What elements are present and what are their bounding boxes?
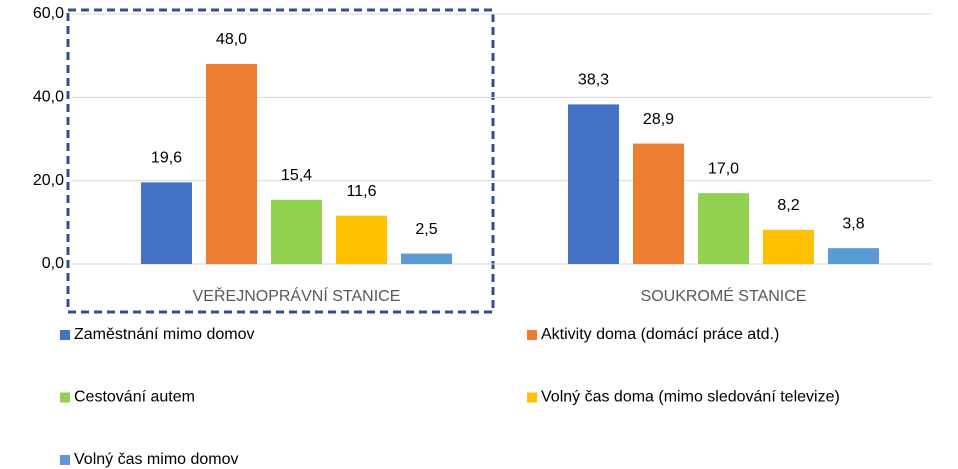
bar — [271, 199, 322, 264]
y-tick-label: 40,0 — [33, 89, 64, 106]
value-label: 38,3 — [578, 72, 609, 89]
bar — [698, 193, 749, 264]
bar — [206, 64, 257, 264]
y-tick-label: 0,0 — [42, 255, 64, 272]
bar — [828, 248, 879, 264]
value-label: 17,0 — [708, 160, 739, 177]
value-label: 15,4 — [281, 167, 312, 184]
value-label: 3,8 — [842, 215, 864, 232]
legend-label: Aktivity doma (domácí práce atd.) — [541, 326, 779, 343]
legend-label: Cestování autem — [74, 389, 195, 406]
value-label: 28,9 — [643, 111, 674, 128]
bar — [633, 143, 684, 264]
legend-swatch — [527, 330, 537, 340]
value-label: 11,6 — [347, 183, 377, 200]
bar — [763, 229, 814, 264]
legend-label: Zaměstnání mimo domov — [74, 326, 255, 343]
x-tick-label: SOUKROMÉ STANICE — [641, 286, 807, 305]
value-label: 48,0 — [216, 31, 247, 48]
value-label: 8,2 — [777, 197, 799, 214]
bar — [141, 182, 192, 264]
legend-label: Volný čas doma (mimo sledování televize) — [541, 389, 840, 406]
legend-label: Volný čas mimo domov — [74, 451, 239, 468]
y-tick-label: 20,0 — [33, 172, 64, 189]
y-tick-label: 60,0 — [33, 5, 64, 22]
value-label: 2,5 — [415, 221, 437, 238]
legend-swatch — [60, 392, 70, 403]
legend-swatch — [60, 330, 70, 340]
highlight-box — [66, 8, 495, 314]
bar — [336, 215, 387, 264]
bar — [401, 253, 452, 264]
x-tick-label: VEŘEJNOPRÁVNÍ STANICE — [193, 286, 401, 305]
bar — [568, 104, 619, 265]
legend-swatch — [527, 392, 537, 403]
legend-swatch — [60, 455, 70, 465]
value-label: 19,6 — [151, 150, 182, 167]
